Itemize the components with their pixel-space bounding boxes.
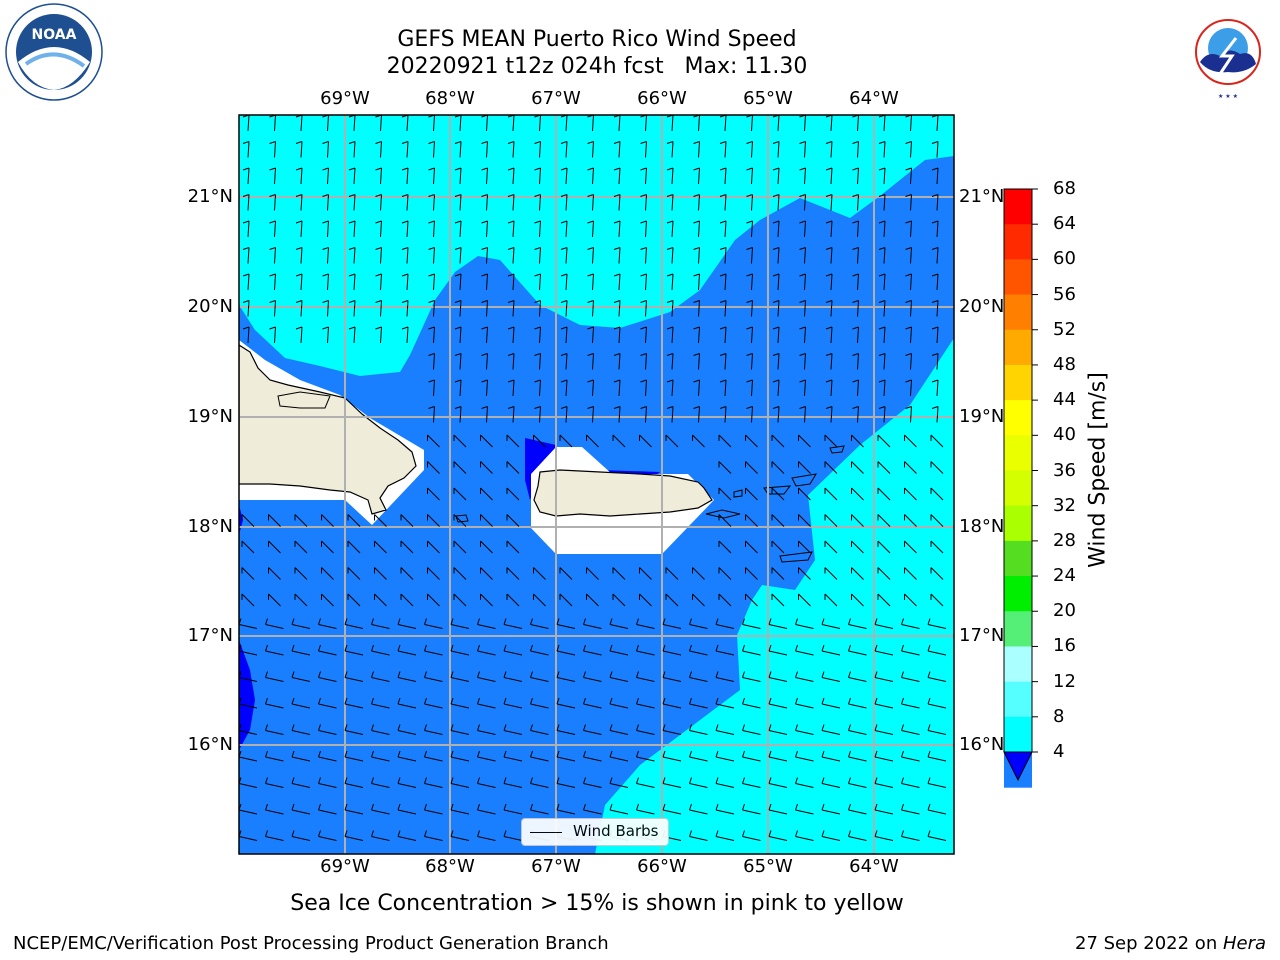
map-legend: Wind Barbs xyxy=(521,818,669,846)
lon-label-top-66w: 66°W xyxy=(637,89,687,109)
lon-label-bottom-64w: 64°W xyxy=(849,857,899,877)
colorbar-band xyxy=(1004,330,1032,366)
footer-credit: NCEP/EMC/Verification Post Processing Pr… xyxy=(13,933,609,954)
colorbar-band xyxy=(1004,471,1032,507)
colorbar-band xyxy=(1004,400,1032,436)
lat-label-left-18n: 18°N xyxy=(188,517,233,537)
colorbar-band xyxy=(1004,295,1032,331)
lat-label-right-17n: 17°N xyxy=(959,626,1004,646)
colorbar-tick-label: 68 xyxy=(1053,179,1076,199)
colorbar-title: Wind Speed [m/s] xyxy=(1086,372,1111,568)
colorbar-tick-label: 8 xyxy=(1053,707,1064,727)
colorbar-band xyxy=(1004,365,1032,401)
colorbar-band xyxy=(1004,259,1032,295)
colorbar-band xyxy=(1004,682,1032,718)
colorbar-band xyxy=(1004,646,1032,682)
lon-label-bottom-65w: 65°W xyxy=(743,857,793,877)
lat-label-left-19n: 19°N xyxy=(188,407,233,427)
lon-label-bottom-69w: 69°W xyxy=(320,857,370,877)
colorbar-band xyxy=(1004,435,1032,471)
lat-label-right-20n: 20°N xyxy=(959,297,1004,317)
colorbar-band xyxy=(1004,576,1032,612)
colorbar-tick-label: 60 xyxy=(1053,249,1076,269)
colorbar-tick-label: 4 xyxy=(1053,742,1064,762)
lat-label-left-16n: 16°N xyxy=(188,735,233,755)
lon-label-bottom-67w: 67°W xyxy=(531,857,581,877)
colorbar-tick-label: 56 xyxy=(1053,285,1076,305)
lon-label-top-68w: 68°W xyxy=(425,89,475,109)
footer-date: 27 Sep 2022 on Hera xyxy=(1075,933,1266,954)
lat-label-right-19n: 19°N xyxy=(959,407,1004,427)
colorbar-tick-label: 40 xyxy=(1053,425,1076,445)
colorbar-tick-label: 64 xyxy=(1053,214,1076,234)
colorbar-tick-label: 24 xyxy=(1053,566,1076,586)
lon-label-top-67w: 67°W xyxy=(531,89,581,109)
lon-label-bottom-68w: 68°W xyxy=(425,857,475,877)
legend-line-sample xyxy=(530,832,562,833)
colorbar-band xyxy=(1004,506,1032,542)
colorbar-band xyxy=(1004,189,1032,225)
colorbar-tick-label: 36 xyxy=(1053,461,1076,481)
lat-label-right-16n: 16°N xyxy=(959,735,1004,755)
colorbar-tick-label: 44 xyxy=(1053,390,1076,410)
colorbar-band xyxy=(1004,611,1032,647)
lon-label-bottom-66w: 66°W xyxy=(637,857,687,877)
colorbar-tick-label: 32 xyxy=(1053,496,1076,516)
colorbar-tick-label: 16 xyxy=(1053,636,1076,656)
colorbar-tick-label: 28 xyxy=(1053,531,1076,551)
sea-ice-note: Sea Ice Concentration > 15% is shown in … xyxy=(240,891,954,916)
colorbar-tick-label: 12 xyxy=(1053,672,1076,692)
footer-machine: Hera xyxy=(1223,933,1266,954)
colorbar-tick-label: 52 xyxy=(1053,320,1076,340)
colorbar-tick-label: 48 xyxy=(1053,355,1076,375)
colorbar-band xyxy=(1004,717,1032,753)
lon-label-top-64w: 64°W xyxy=(849,89,899,109)
footer-date-text: 27 Sep 2022 on xyxy=(1075,933,1223,954)
lat-label-right-21n: 21°N xyxy=(959,187,1004,207)
lat-label-left-21n: 21°N xyxy=(188,187,233,207)
legend-label: Wind Barbs xyxy=(573,822,658,840)
colorbar-band xyxy=(1004,224,1032,260)
colorbar-band xyxy=(1004,541,1032,577)
colorbar xyxy=(1004,189,1038,788)
lat-label-right-18n: 18°N xyxy=(959,517,1004,537)
lat-label-left-20n: 20°N xyxy=(188,297,233,317)
lat-label-left-17n: 17°N xyxy=(188,626,233,646)
lon-label-top-65w: 65°W xyxy=(743,89,793,109)
lon-label-top-69w: 69°W xyxy=(320,89,370,109)
colorbar-tick-label: 20 xyxy=(1053,601,1076,621)
